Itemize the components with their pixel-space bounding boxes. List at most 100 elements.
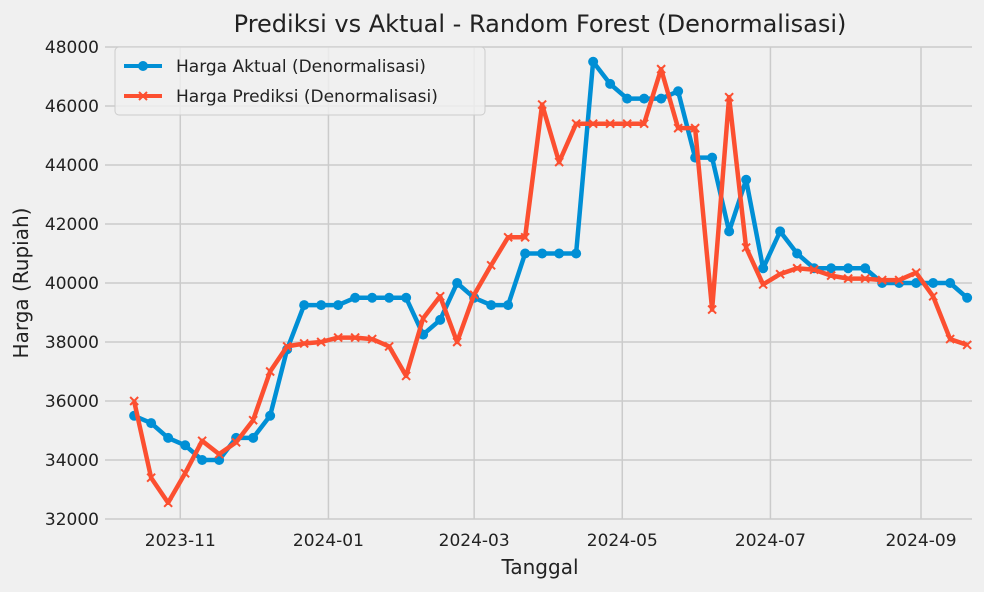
y-tick-labels: 32000 34000 36000 38000 40000 42000 44000 46000… [45, 38, 99, 530]
data-point [197, 455, 208, 465]
data-point [877, 275, 887, 285]
data-point [282, 341, 292, 352]
data-point [741, 242, 751, 253]
data-point [843, 263, 854, 274]
x-tick-label: 2024-09 [885, 531, 956, 551]
x-axis-label: Tanggal [500, 555, 578, 579]
legend: Harga Aktual (Denormalisasi) Harga Predi… [114, 46, 486, 116]
data-point [299, 300, 310, 311]
data-point [792, 263, 802, 273]
data-point [571, 118, 581, 129]
data-point [452, 337, 462, 347]
data-point [350, 292, 361, 303]
series-1 [129, 64, 972, 508]
data-point [486, 260, 496, 271]
y-tick-label: 44000 [45, 156, 99, 176]
legend-marker-aktual [138, 61, 148, 71]
legend-label-prediksi: Harga Prediksi (Denormalisasi) [176, 87, 438, 107]
data-point [639, 93, 650, 104]
data-point [435, 314, 446, 325]
x-tick-label: 2024-05 [587, 531, 658, 551]
data-point [588, 118, 598, 129]
data-point [384, 341, 394, 352]
data-point [775, 226, 786, 237]
data-point [622, 118, 632, 129]
x-tick-labels: 2023-11 2024-01 2024-03 2024-05 2024-07 2024-… [145, 531, 957, 551]
data-point [962, 340, 972, 350]
data-point [894, 275, 904, 285]
data-point [826, 270, 836, 281]
data-point [758, 279, 768, 290]
data-point [588, 56, 599, 67]
data-point [367, 292, 378, 303]
data-point [180, 468, 190, 478]
data-point [639, 118, 649, 129]
data-point [775, 269, 785, 279]
data-point [146, 472, 156, 483]
data-point [146, 418, 157, 429]
y-axis-label: Harga (Rupiah) [9, 208, 33, 359]
data-point [860, 273, 870, 284]
y-tick-label: 46000 [45, 97, 99, 117]
y-tick-label: 36000 [45, 392, 99, 412]
data-point [350, 332, 360, 343]
x-tick-label: 2024-01 [293, 531, 364, 551]
data-point [180, 440, 191, 451]
data-point [129, 396, 139, 406]
y-tick-label: 40000 [45, 274, 99, 294]
data-point [741, 174, 752, 185]
data-point [163, 432, 174, 443]
data-point [554, 248, 565, 259]
data-point [622, 93, 633, 104]
data-point [843, 273, 853, 284]
data-point [962, 292, 973, 303]
y-tick-label: 38000 [45, 333, 99, 353]
data-point [333, 300, 344, 311]
y-tick-label: 34000 [45, 451, 99, 471]
data-point [418, 313, 428, 324]
data-point [316, 300, 327, 311]
data-point [163, 498, 173, 508]
data-point [248, 432, 259, 443]
data-point [299, 338, 309, 349]
legend-label-aktual: Harga Aktual (Denormalisasi) [176, 57, 426, 77]
data-point [384, 292, 395, 303]
data-point [758, 263, 769, 274]
data-point [673, 123, 683, 133]
data-point [911, 267, 921, 278]
data-point [707, 152, 718, 163]
data-point [520, 232, 530, 242]
data-point [707, 304, 717, 315]
data-point [435, 291, 445, 301]
data-point [945, 334, 955, 344]
data-point [503, 300, 514, 311]
data-point [554, 157, 564, 167]
data-point [537, 248, 548, 259]
data-point [928, 278, 939, 288]
data-point [316, 337, 326, 347]
x-tick-label: 2024-03 [439, 531, 510, 551]
data-point [724, 92, 734, 102]
data-point [605, 118, 615, 129]
legend-marker-prediksi [138, 91, 148, 101]
data-point [265, 366, 275, 377]
data-point [401, 292, 412, 303]
x-tick-label: 2024-07 [735, 531, 806, 551]
data-point [503, 232, 513, 242]
data-point [724, 226, 735, 237]
data-point [656, 93, 667, 104]
data-point [333, 332, 343, 343]
data-point [197, 436, 207, 446]
data-point [911, 278, 922, 288]
data-point [248, 415, 258, 425]
data-point [214, 449, 224, 459]
chart-title: Prediksi vs Aktual - Random Forest (Deno… [234, 10, 847, 38]
data-point [945, 278, 956, 288]
data-point [809, 265, 819, 275]
legend-box [114, 46, 486, 116]
data-point [656, 64, 666, 74]
data-point [860, 263, 871, 274]
data-point [452, 278, 463, 288]
